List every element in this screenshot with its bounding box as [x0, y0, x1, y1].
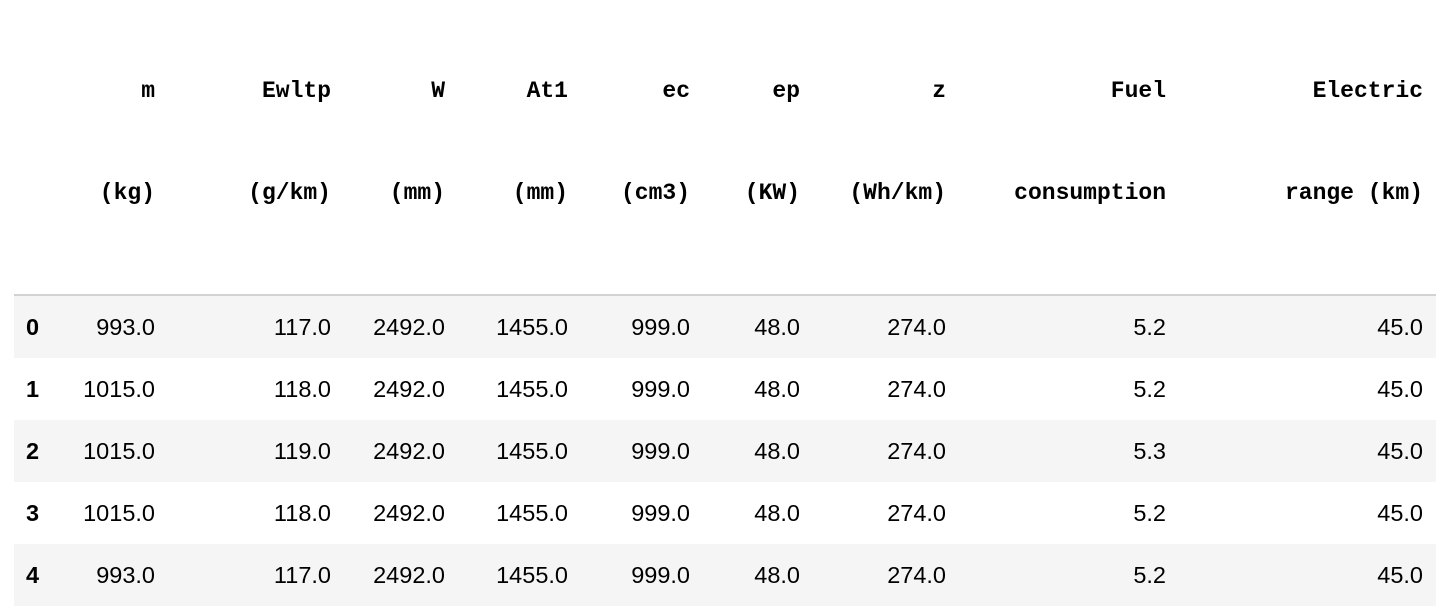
table-cell: 1015.0 — [83, 437, 155, 464]
table-cell: 48.0 — [754, 313, 800, 340]
table-cell: 2492.0 — [373, 499, 445, 526]
table-cell: 117.0 — [273, 561, 331, 588]
column-header-electric-range: Electric range (km) — [1179, 0, 1436, 296]
table-cell: 2492.0 — [373, 561, 445, 588]
header-line-1: At1 — [526, 78, 568, 104]
header-line-2: consumption — [1014, 180, 1166, 206]
table-cell: 118.0 — [273, 375, 331, 402]
header-line-1: Ewltp — [261, 78, 331, 104]
table-cell: 45.0 — [1377, 499, 1423, 526]
header-line-2: (kg) — [99, 180, 155, 206]
table-cell: 1455.0 — [496, 499, 568, 526]
header-line-1: ec — [662, 78, 690, 104]
header-row: m (kg) Ewltp (g/km) W (mm) At1 (mm) ec (… — [14, 0, 1436, 296]
table-cell: 1455.0 — [496, 313, 568, 340]
table-cell: 45.0 — [1377, 437, 1423, 464]
table-cell: 274.0 — [887, 313, 946, 340]
table-cell: 2492.0 — [373, 375, 445, 402]
header-line-1: Electric — [1312, 78, 1423, 104]
header-line-1: m — [141, 78, 155, 104]
table-cell: 117.0 — [273, 313, 331, 340]
column-header-ec: ec (cm3) — [581, 0, 703, 296]
header-line-2: range (km) — [1284, 180, 1423, 206]
table-header: m (kg) Ewltp (g/km) W (mm) At1 (mm) ec (… — [14, 0, 1436, 296]
table-cell: 48.0 — [754, 561, 800, 588]
header-line-2: (KW) — [744, 180, 800, 206]
table-cell: 5.2 — [1133, 499, 1166, 526]
table-cell: 993.0 — [96, 561, 155, 588]
table-cell: 274.0 — [887, 437, 946, 464]
column-header-m: m (kg) — [60, 0, 168, 296]
table-cell: 45.0 — [1377, 313, 1423, 340]
table-cell: 2492.0 — [373, 313, 445, 340]
table-cell: 1015.0 — [83, 375, 155, 402]
table-cell: 45.0 — [1377, 561, 1423, 588]
table-row: 2 1015.0 119.0 2492.0 1455.0 999.0 48.0 … — [14, 420, 1436, 482]
table-row: 0 993.0 117.0 2492.0 1455.0 999.0 48.0 2… — [14, 295, 1436, 358]
table-cell: 999.0 — [631, 499, 690, 526]
column-header-fuel-consumption: Fuel consumption — [959, 0, 1179, 296]
table-cell: 5.2 — [1133, 313, 1166, 340]
table-cell: 5.2 — [1133, 561, 1166, 588]
row-index: 4 — [26, 561, 40, 588]
table-cell: 1455.0 — [496, 437, 568, 464]
column-header-w: W (mm) — [344, 0, 458, 296]
table-cell: 1015.0 — [83, 499, 155, 526]
header-line-2: (cm3) — [620, 180, 690, 206]
column-header-ewltp: Ewltp (g/km) — [168, 0, 344, 296]
column-header-z: z (Wh/km) — [813, 0, 959, 296]
table-cell: 48.0 — [754, 499, 800, 526]
table-cell: 993.0 — [96, 313, 155, 340]
table-row: 4 993.0 117.0 2492.0 1455.0 999.0 48.0 2… — [14, 544, 1436, 606]
table-cell: 2492.0 — [373, 437, 445, 464]
table-cell: 48.0 — [754, 437, 800, 464]
table-cell: 999.0 — [631, 437, 690, 464]
header-line-2: (mm) — [512, 180, 568, 206]
table-cell: 5.3 — [1133, 437, 1166, 464]
table-cell: 48.0 — [754, 375, 800, 402]
table-cell: 999.0 — [631, 375, 690, 402]
table-cell: 119.0 — [273, 437, 331, 464]
table-cell: 5.2 — [1133, 375, 1166, 402]
table-body: 0 993.0 117.0 2492.0 1455.0 999.0 48.0 2… — [14, 295, 1436, 606]
table-cell: 118.0 — [273, 499, 331, 526]
row-index: 3 — [26, 499, 40, 526]
header-line-2: (mm) — [389, 180, 445, 206]
table-cell: 274.0 — [887, 499, 946, 526]
table-cell: 999.0 — [631, 561, 690, 588]
row-index: 2 — [26, 437, 40, 464]
header-line-1: ep — [772, 78, 800, 104]
header-line-2: (g/km) — [248, 180, 331, 206]
header-line-1: W — [431, 78, 445, 104]
index-header — [14, 0, 60, 296]
row-index: 0 — [26, 313, 40, 340]
column-header-at1: At1 (mm) — [458, 0, 581, 296]
table-cell: 45.0 — [1377, 375, 1423, 402]
table-cell: 999.0 — [631, 313, 690, 340]
table-cell: 274.0 — [887, 375, 946, 402]
column-header-ep: ep (KW) — [703, 0, 813, 296]
header-line-1: Fuel — [1110, 78, 1166, 104]
table-row: 1 1015.0 118.0 2492.0 1455.0 999.0 48.0 … — [14, 358, 1436, 420]
table-cell: 274.0 — [887, 561, 946, 588]
header-line-2: (Wh/km) — [849, 180, 946, 206]
table-cell: 1455.0 — [496, 375, 568, 402]
table-cell: 1455.0 — [496, 561, 568, 588]
row-index: 1 — [26, 375, 40, 402]
dataframe-table: m (kg) Ewltp (g/km) W (mm) At1 (mm) ec (… — [14, 0, 1436, 606]
table-row: 3 1015.0 118.0 2492.0 1455.0 999.0 48.0 … — [14, 482, 1436, 544]
header-line-1: z — [932, 78, 946, 104]
